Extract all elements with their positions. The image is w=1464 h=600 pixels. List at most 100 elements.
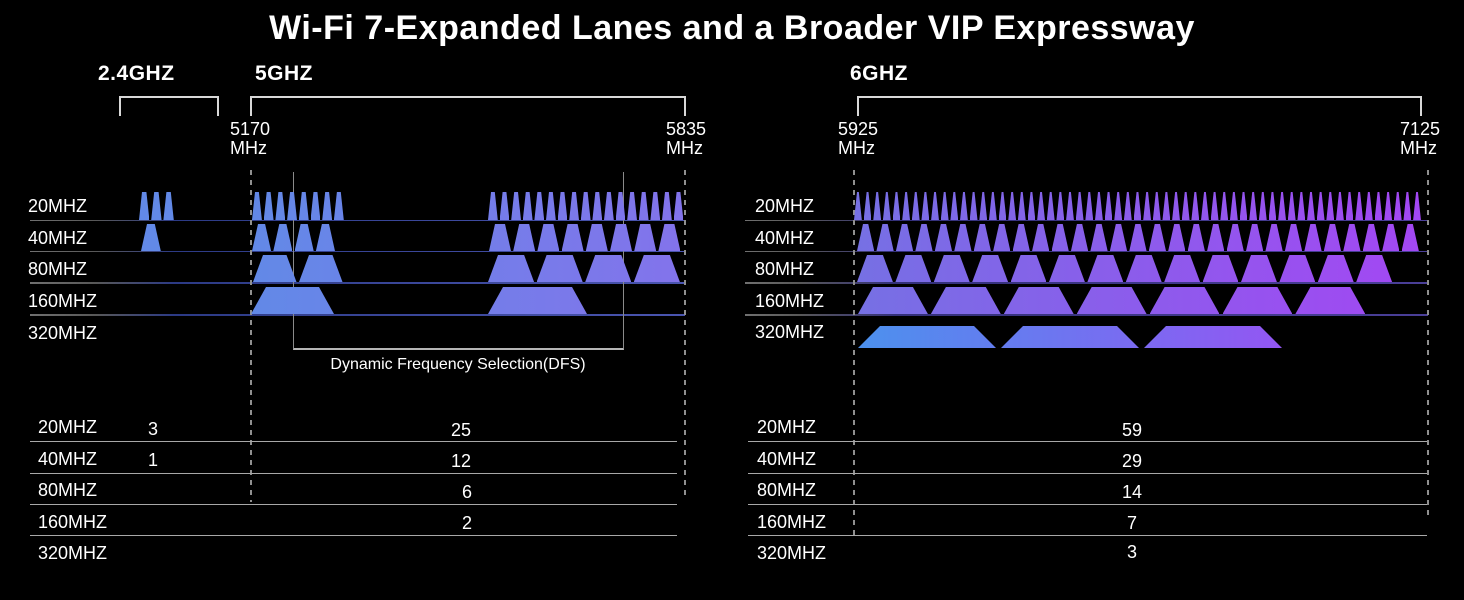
channel-trapezoid	[1187, 224, 1205, 251]
channel-trapezoid	[1152, 192, 1161, 220]
channel-trapezoid	[1207, 224, 1225, 251]
channel-trapezoid	[915, 224, 933, 251]
channel-trapezoid	[895, 224, 914, 251]
channel-trapezoid	[1317, 255, 1354, 282]
channel-trapezoid	[489, 224, 511, 251]
channel-trapezoid	[1143, 192, 1152, 220]
table-row-label-40mhz-left: 40MHZ	[38, 448, 98, 469]
channel-trapezoid	[561, 224, 584, 251]
channel-trapezoid	[857, 255, 893, 282]
channel-trapezoid	[604, 192, 614, 220]
channel-trapezoid	[310, 192, 321, 220]
channel-trapezoid	[139, 192, 150, 220]
channel-trapezoid	[1010, 255, 1047, 282]
freq-value: 5170	[230, 119, 271, 139]
table-line	[748, 472, 1427, 474]
channel-trapezoid	[275, 192, 286, 220]
channel-trapezoid	[1364, 192, 1373, 220]
bracket-6ghz	[857, 96, 1422, 116]
table-line	[748, 535, 1427, 536]
channel-trapezoid	[1246, 224, 1264, 251]
channel-trapezoid	[933, 255, 970, 282]
channel-trapezoid	[488, 287, 587, 314]
table-row-label-160mhz-left: 160MHZ	[38, 511, 108, 532]
channel-trapezoid	[1172, 192, 1180, 220]
row-label-40mhz-left: 40MHZ	[28, 228, 88, 248]
channel-trapezoid	[1109, 224, 1128, 251]
table-row-label-80mhz-left: 80MHZ	[38, 480, 98, 500]
channel-trapezoid	[902, 192, 911, 220]
row-label-20mhz-right: 20MHZ	[755, 196, 815, 216]
channel-trapezoid	[1265, 224, 1283, 251]
row-separator	[30, 219, 685, 221]
channel-trapezoid	[1226, 224, 1244, 251]
row-separator	[745, 250, 1428, 252]
channel-trapezoid	[658, 224, 681, 251]
channel-trapezoid	[1125, 255, 1162, 282]
channel-trapezoid	[546, 192, 556, 220]
channel-trapezoid	[513, 224, 536, 251]
channel-trapezoid	[993, 224, 1011, 251]
channel-trapezoid	[1345, 192, 1354, 220]
dfs-label: Dynamic Frequency Selection(DFS)	[330, 356, 586, 373]
channel-trapezoid	[1181, 192, 1190, 220]
channel-trapezoid	[1032, 224, 1050, 251]
freq-label-7125: 7125 MHz	[1400, 120, 1440, 158]
channel-trapezoid	[1258, 192, 1267, 220]
channel-trapezoid	[863, 192, 872, 220]
channel-trapezoid	[876, 224, 894, 251]
table-line	[748, 503, 1427, 505]
channel-trapezoid	[934, 224, 953, 251]
channel-trapezoid	[1049, 255, 1085, 282]
channel-trapezoid	[673, 192, 684, 220]
channel-trapezoid	[287, 192, 297, 220]
band-label-5ghz: 5GHZ	[255, 62, 314, 85]
channel-trapezoid	[1229, 192, 1238, 220]
row-label-160mhz-left: 160MHZ	[28, 291, 98, 311]
channel-trapezoid	[892, 192, 901, 220]
channel-trapezoid	[252, 224, 272, 251]
channel-trapezoid	[1316, 192, 1325, 220]
channel-trapezoid	[1241, 255, 1277, 282]
channel-trapezoid	[1012, 224, 1030, 251]
count-6ghz-320mhz: 3	[1126, 542, 1137, 562]
bracket-2-4ghz	[119, 96, 219, 116]
channel-trapezoid	[1191, 192, 1200, 220]
table-line	[748, 441, 1427, 442]
channel-trapezoid	[1085, 192, 1094, 220]
channel-trapezoid	[610, 224, 632, 251]
channel-trapezoid	[251, 287, 334, 314]
channel-trapezoid	[1343, 224, 1361, 251]
channel-trapezoid	[1323, 224, 1342, 251]
channel-trapezoid	[1133, 192, 1142, 220]
channel-trapezoid	[557, 192, 568, 220]
freq-unit: MHz	[666, 138, 703, 158]
channel-trapezoid	[633, 255, 680, 282]
channel-trapezoid	[273, 224, 293, 251]
channel-trapezoid	[998, 192, 1007, 220]
table-row-label-40mhz-right: 40MHZ	[757, 448, 817, 469]
table-line	[30, 472, 677, 474]
channel-trapezoid	[1148, 224, 1166, 251]
row-separator	[745, 282, 1428, 284]
channel-trapezoid	[1403, 192, 1412, 220]
freq-label-5170: 5170 MHz	[230, 120, 270, 158]
row-label-80mhz-left: 80MHZ	[28, 259, 88, 279]
row-label-40mhz-right: 40MHZ	[755, 228, 815, 248]
channel-trapezoid	[960, 192, 968, 220]
channel-trapezoid	[1401, 224, 1419, 251]
channel-trapezoid	[1144, 326, 1282, 348]
channel-trapezoid	[1307, 192, 1315, 220]
channel-trapezoid	[1222, 287, 1293, 314]
row-label-160mhz-right: 160MHZ	[755, 291, 825, 311]
channel-trapezoid	[973, 224, 991, 251]
band-edge-dashed-line-5925	[853, 170, 855, 538]
count-5ghz-160mhz: 2	[461, 513, 472, 533]
channel-trapezoid	[979, 192, 988, 220]
channel-trapezoid	[940, 192, 949, 220]
table-line	[30, 441, 677, 442]
channel-trapezoid	[1284, 224, 1303, 251]
table-row-label-160mhz-right: 160MHZ	[757, 511, 827, 532]
channel-trapezoid	[650, 192, 661, 220]
